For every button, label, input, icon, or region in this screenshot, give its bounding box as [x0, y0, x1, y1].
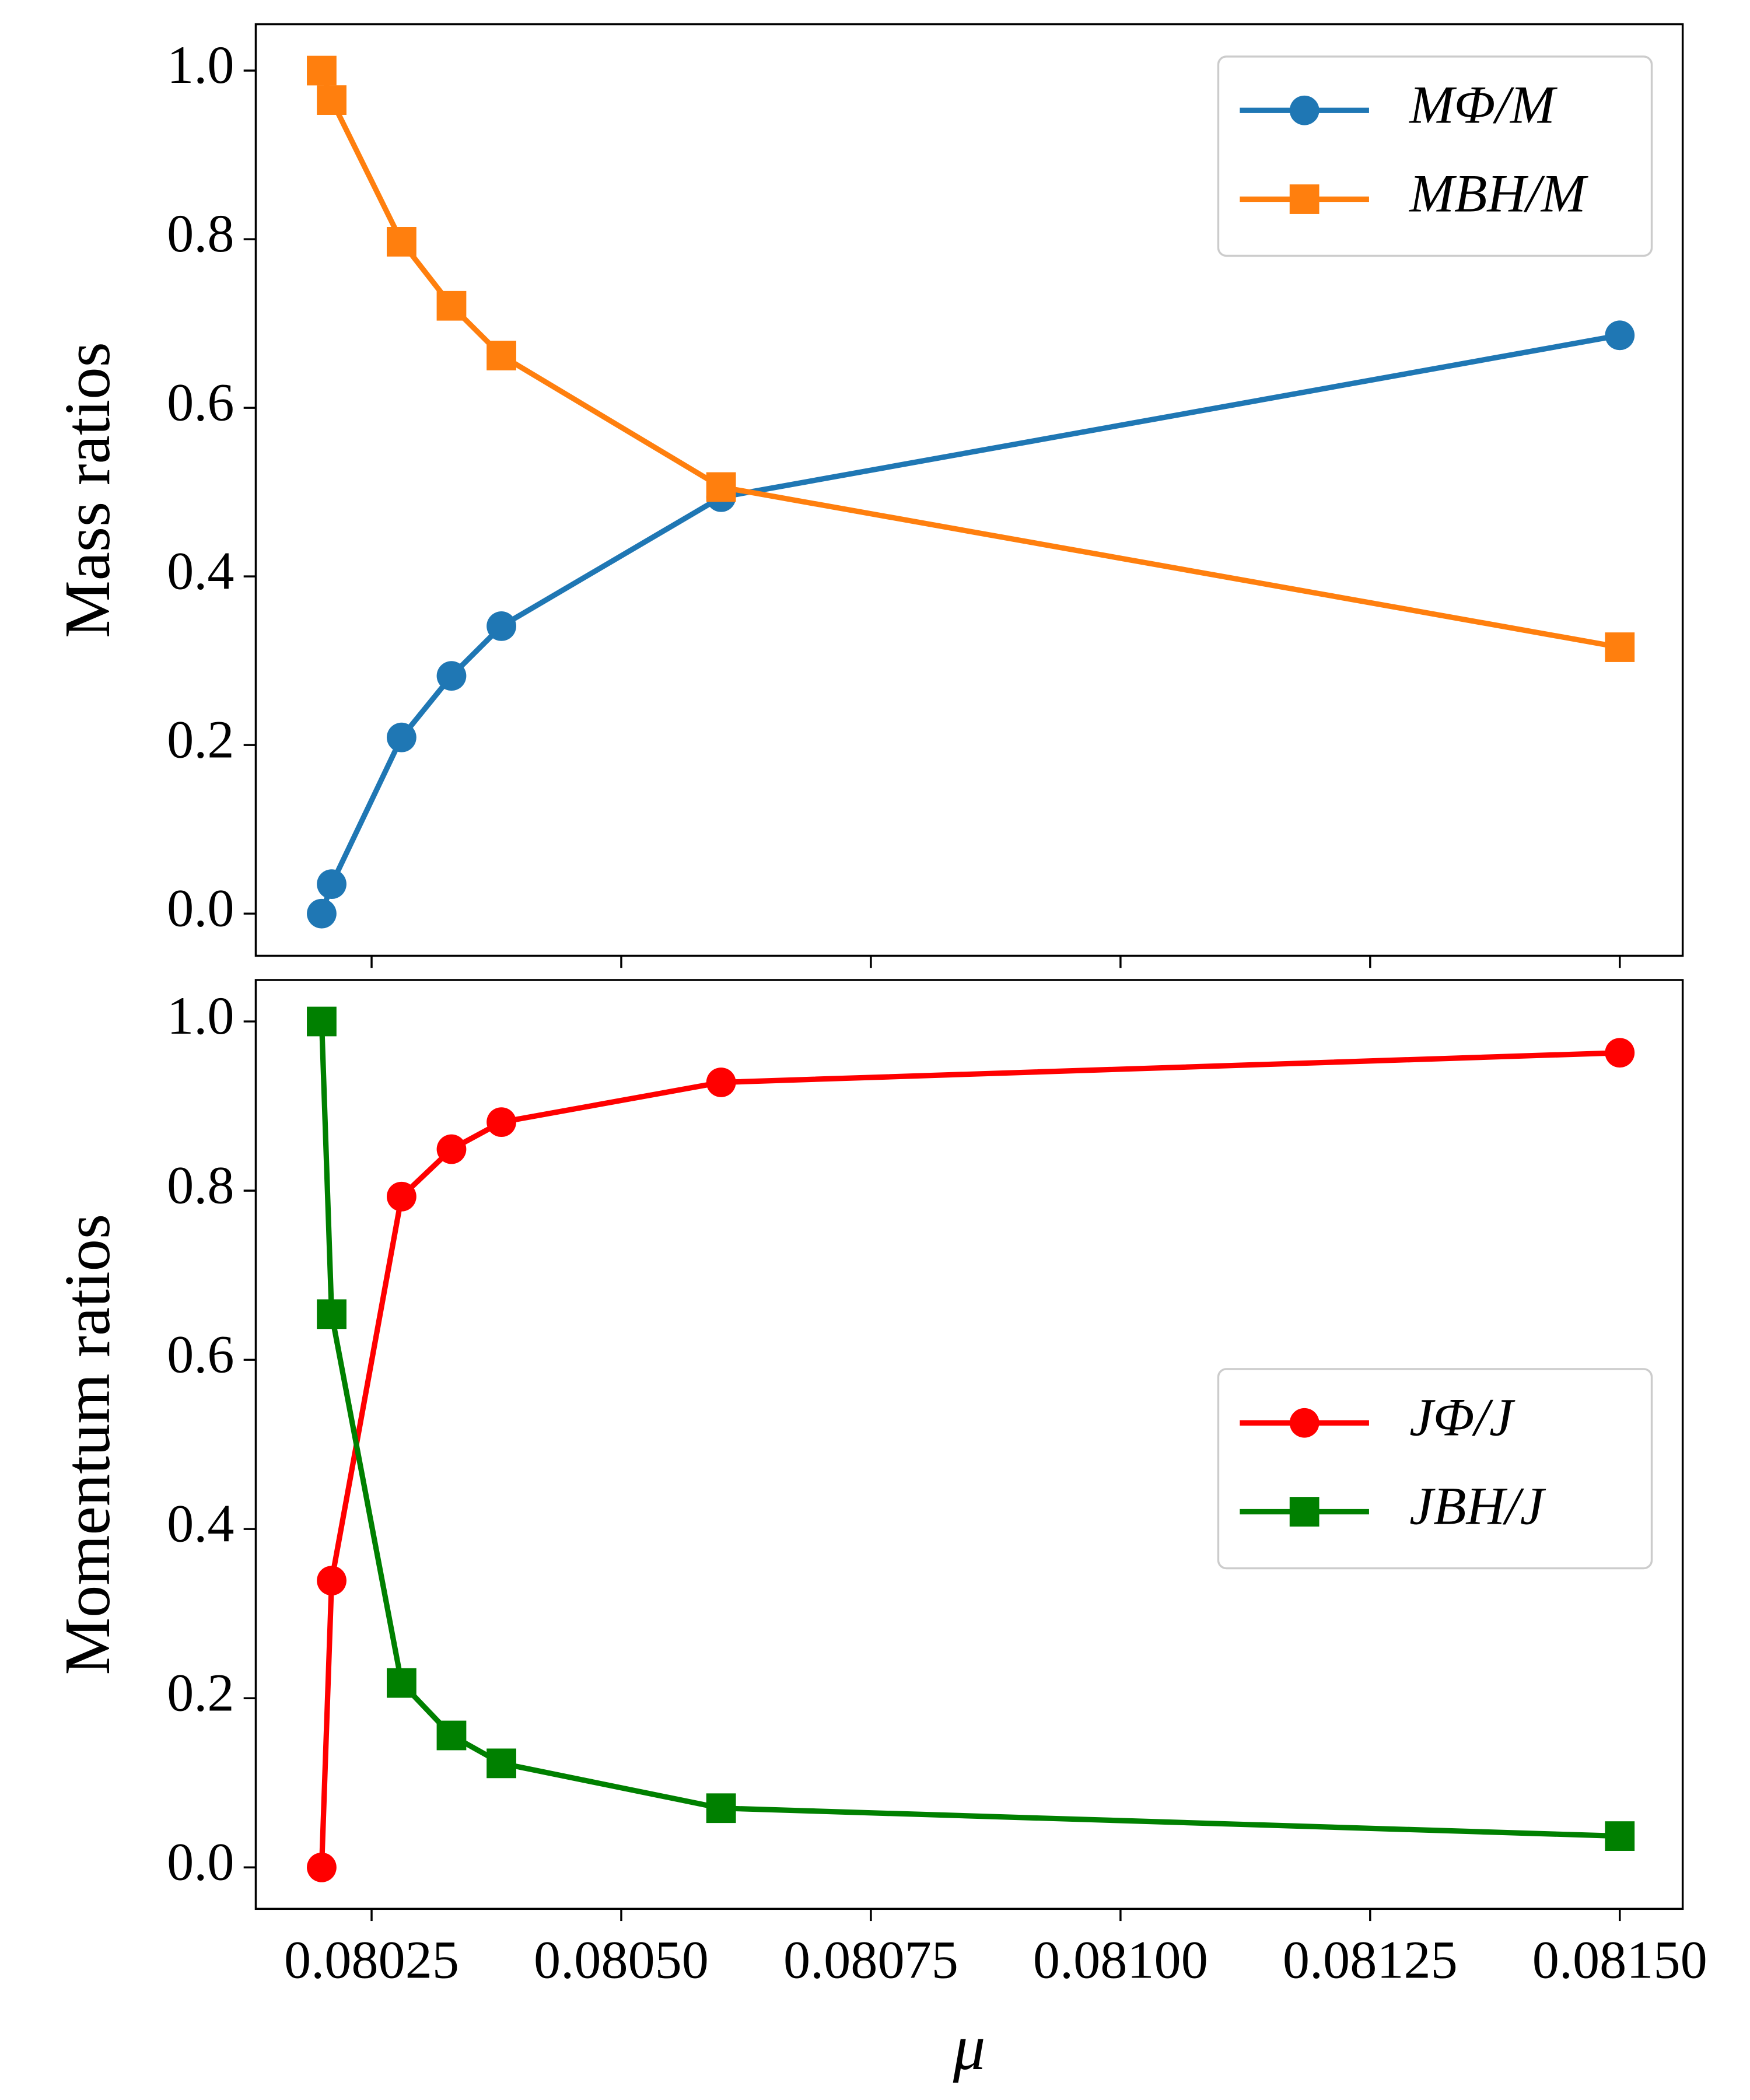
y-axis-label: Mass ratios — [51, 342, 123, 638]
data-point — [307, 1006, 337, 1037]
y-tick-label: 0.8 — [167, 204, 234, 263]
y-tick-label: 0.4 — [167, 1493, 234, 1553]
legend-marker — [1289, 184, 1320, 214]
y-tick-label: 0.6 — [167, 1324, 234, 1384]
legend-label: JΦ/J — [1409, 1387, 1516, 1447]
data-point — [317, 1566, 346, 1596]
legend-label: MΦ/M — [1408, 75, 1558, 134]
data-point — [436, 1134, 467, 1164]
x-tick-label: 0.08125 — [1283, 1930, 1458, 1989]
legend-marker — [1289, 95, 1320, 125]
data-point — [317, 869, 346, 900]
x-tick-label: 0.08150 — [1532, 1930, 1707, 1989]
x-tick-label: 0.08075 — [783, 1930, 958, 1989]
plot-frame — [254, 23, 1684, 957]
data-point — [386, 227, 416, 257]
y-tick-label: 0.2 — [167, 1662, 234, 1722]
data-point — [317, 85, 346, 115]
legend-marker — [1289, 1408, 1320, 1438]
y-tick-label: 0.8 — [167, 1155, 234, 1214]
x-tick-label: 0.08050 — [534, 1930, 709, 1989]
data-point — [436, 290, 467, 321]
legend-label: JBH/J — [1409, 1476, 1546, 1536]
legend-box — [1217, 1368, 1653, 1570]
data-point — [307, 1852, 337, 1882]
legend-box — [1217, 55, 1653, 257]
data-point — [436, 1720, 467, 1751]
plot-frame — [254, 979, 1684, 1910]
data-point — [1605, 632, 1635, 662]
y-tick-label: 0.6 — [167, 372, 234, 432]
x-axis-label: μ — [953, 2011, 986, 2083]
data-point — [386, 722, 416, 752]
series-line — [319, 332, 1620, 915]
data-point — [487, 1107, 516, 1138]
data-point — [1605, 1038, 1635, 1068]
data-point — [436, 661, 467, 691]
data-point — [317, 1299, 346, 1329]
data-point — [386, 1668, 416, 1698]
data-point — [386, 1181, 416, 1212]
data-point — [706, 1068, 736, 1097]
x-tick-label: 0.08025 — [284, 1930, 459, 1989]
data-point — [1605, 1821, 1635, 1851]
legend-marker — [1289, 1497, 1320, 1527]
y-tick-label: 1.0 — [167, 986, 234, 1045]
data-point — [487, 341, 516, 370]
y-tick-label: 0.2 — [167, 709, 234, 769]
y-tick-label: 0.0 — [167, 1832, 234, 1891]
y-axis-label: Momentum ratios — [51, 1214, 123, 1675]
data-point — [706, 472, 736, 502]
data-point — [487, 611, 516, 641]
data-point — [706, 1793, 736, 1824]
x-tick-label: 0.08100 — [1033, 1930, 1208, 1989]
legend-label: MBH/M — [1408, 164, 1589, 223]
y-tick-label: 1.0 — [167, 35, 234, 94]
data-point — [1605, 320, 1635, 351]
data-point — [307, 55, 337, 86]
data-point — [487, 1748, 516, 1779]
y-tick-label: 0.0 — [167, 878, 234, 937]
data-point — [307, 898, 337, 929]
y-tick-label: 0.4 — [167, 541, 234, 600]
